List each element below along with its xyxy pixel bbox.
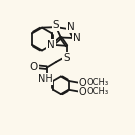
- Text: N: N: [73, 33, 80, 43]
- Text: S: S: [63, 53, 70, 63]
- Text: O: O: [30, 62, 38, 72]
- Text: N: N: [47, 40, 55, 50]
- Text: N: N: [67, 22, 74, 32]
- Text: OCH₃: OCH₃: [87, 78, 109, 87]
- Text: S: S: [53, 20, 59, 30]
- Text: O: O: [78, 87, 86, 97]
- Text: OCH₃: OCH₃: [87, 87, 109, 96]
- Text: NH: NH: [38, 74, 53, 84]
- Text: O: O: [78, 78, 86, 88]
